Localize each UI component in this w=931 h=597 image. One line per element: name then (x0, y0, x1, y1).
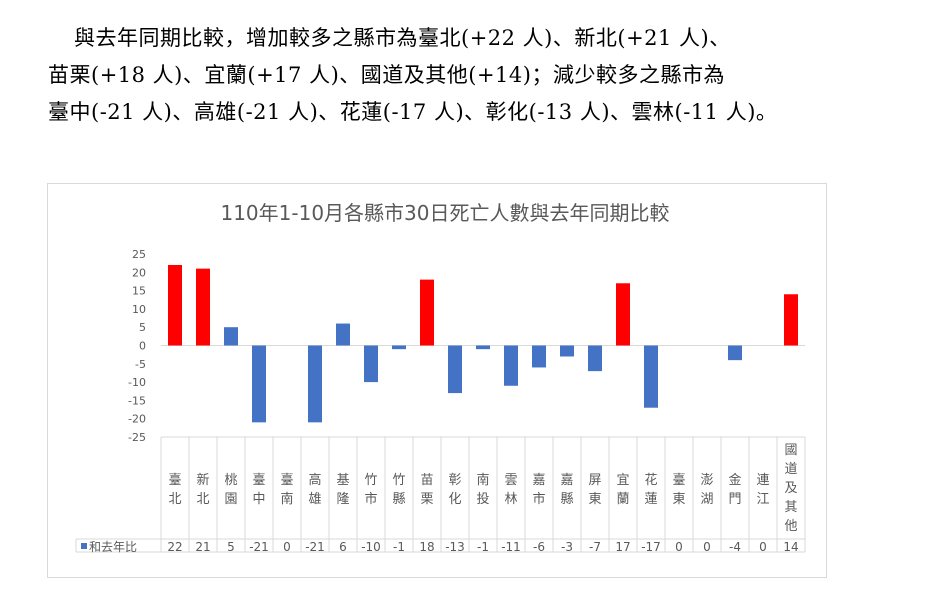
legend-series-name: 和去年比 (89, 540, 137, 554)
category-label: 嘉市 (532, 473, 545, 507)
data-value-label: 0 (759, 540, 767, 554)
summary-paragraph: 與去年同期比較，增加較多之縣市為臺北(+22 人)、新北(+21 人)、 苗栗(… (48, 20, 898, 131)
category-label: 連江 (756, 473, 769, 507)
bar-新北 (196, 268, 210, 346)
category-label: 雲林 (504, 473, 517, 507)
bar-國道及其他 (784, 294, 798, 346)
category-label: 金門 (728, 472, 741, 507)
bar-基隆 (336, 323, 350, 346)
bar-屏東 (588, 345, 602, 372)
bar-臺中 (252, 345, 266, 423)
bar-彰化 (448, 345, 462, 394)
category-label: 南投 (476, 472, 489, 507)
data-value-label: 17 (615, 540, 630, 554)
summary-line-1: 與去年同期比較，增加較多之縣市為臺北(+22 人)、新北(+21 人)、 (74, 26, 731, 50)
data-value-label: -11 (501, 540, 521, 554)
bar-雲林 (504, 345, 518, 386)
bar-嘉市 (532, 345, 546, 368)
category-label: 臺北 (168, 473, 181, 507)
category-label: 花蓮 (644, 472, 657, 507)
chart-container: 110年1-10月各縣市30日死亡人數與去年同期比較 25 20 15 10 5 0 -5 -1… (47, 183, 827, 578)
data-value-label: -1 (477, 540, 489, 554)
category-label: 桃園 (224, 473, 237, 507)
category-label: 新北 (196, 472, 209, 507)
bar-花蓮 (644, 345, 658, 408)
y-tick-label: 5 (139, 321, 146, 334)
data-value-label: -13 (445, 540, 465, 554)
y-tick-label: 15 (132, 285, 146, 298)
category-label: 臺中 (252, 473, 265, 507)
data-value-label: 0 (675, 540, 683, 554)
category-label: 國道及其他 (784, 443, 797, 534)
category-label: 竹縣 (392, 473, 405, 507)
category-label: 臺南 (280, 473, 293, 507)
y-tick-label: -5 (135, 358, 146, 371)
data-value-label: -6 (533, 540, 545, 554)
data-value-label: -21 (305, 540, 325, 554)
bar-竹縣 (392, 345, 406, 350)
data-value-label: -4 (729, 540, 741, 554)
data-value-label: -3 (561, 540, 573, 554)
data-value-label: -1 (393, 540, 405, 554)
category-label: 高雄 (308, 472, 321, 507)
data-value-label: 22 (167, 540, 182, 554)
bar-臺北 (168, 264, 182, 346)
y-tick-label: 25 (132, 248, 146, 261)
category-label: 嘉縣 (560, 473, 573, 507)
data-value-label: -17 (641, 540, 661, 554)
category-label: 竹市 (364, 473, 377, 507)
category-label: 屏東 (588, 473, 601, 507)
y-tick-label: 10 (132, 303, 146, 316)
y-tick-label: -10 (128, 376, 146, 389)
category-label: 宜蘭 (616, 473, 629, 507)
data-value-label: 0 (703, 540, 711, 554)
data-value-label: 14 (783, 540, 798, 554)
data-value-label: 18 (419, 540, 434, 554)
data-value-label: 0 (283, 540, 291, 554)
y-tick-label: 20 (132, 266, 146, 279)
summary-line-2: 苗栗(+18 人)、宜蘭(+17 人)、國道及其他(+14)；減少較多之縣市為 (48, 63, 725, 87)
bar-金門 (728, 345, 742, 361)
bar-高雄 (308, 345, 322, 423)
category-label: 澎湖 (700, 473, 713, 507)
bar-宜蘭 (616, 283, 630, 346)
data-value-label: -7 (589, 540, 601, 554)
data-value-label: 21 (195, 540, 210, 554)
legend-swatch (81, 543, 87, 549)
data-value-label: 5 (227, 540, 235, 554)
chart-title: 110年1-10月各縣市30日死亡人數與去年同期比較 (220, 201, 669, 225)
bar-南投 (476, 345, 490, 350)
bar-竹市 (364, 345, 378, 383)
data-value-label: -21 (249, 540, 269, 554)
category-label: 苗栗 (420, 473, 433, 507)
summary-line-3: 臺中(-21 人)、高雄(-21 人)、花蓮(-17 人)、彰化(-13 人)、… (48, 100, 778, 124)
category-label: 彰化 (448, 472, 461, 507)
y-tick-label: -15 (128, 394, 146, 407)
data-value-label: 6 (339, 540, 347, 554)
bar-苗栗 (420, 279, 434, 346)
category-label: 基隆 (336, 473, 349, 507)
bar-嘉縣 (560, 345, 574, 357)
y-tick-label: 0 (139, 340, 146, 353)
category-label: 臺東 (672, 473, 685, 507)
y-tick-label: -25 (128, 431, 146, 444)
data-value-label: -10 (361, 540, 381, 554)
bar-chart: 110年1-10月各縣市30日死亡人數與去年同期比較 25 20 15 10 5 0 -5 -1… (75, 201, 806, 554)
bar-桃園 (224, 327, 238, 346)
y-tick-label: -20 (128, 413, 146, 426)
